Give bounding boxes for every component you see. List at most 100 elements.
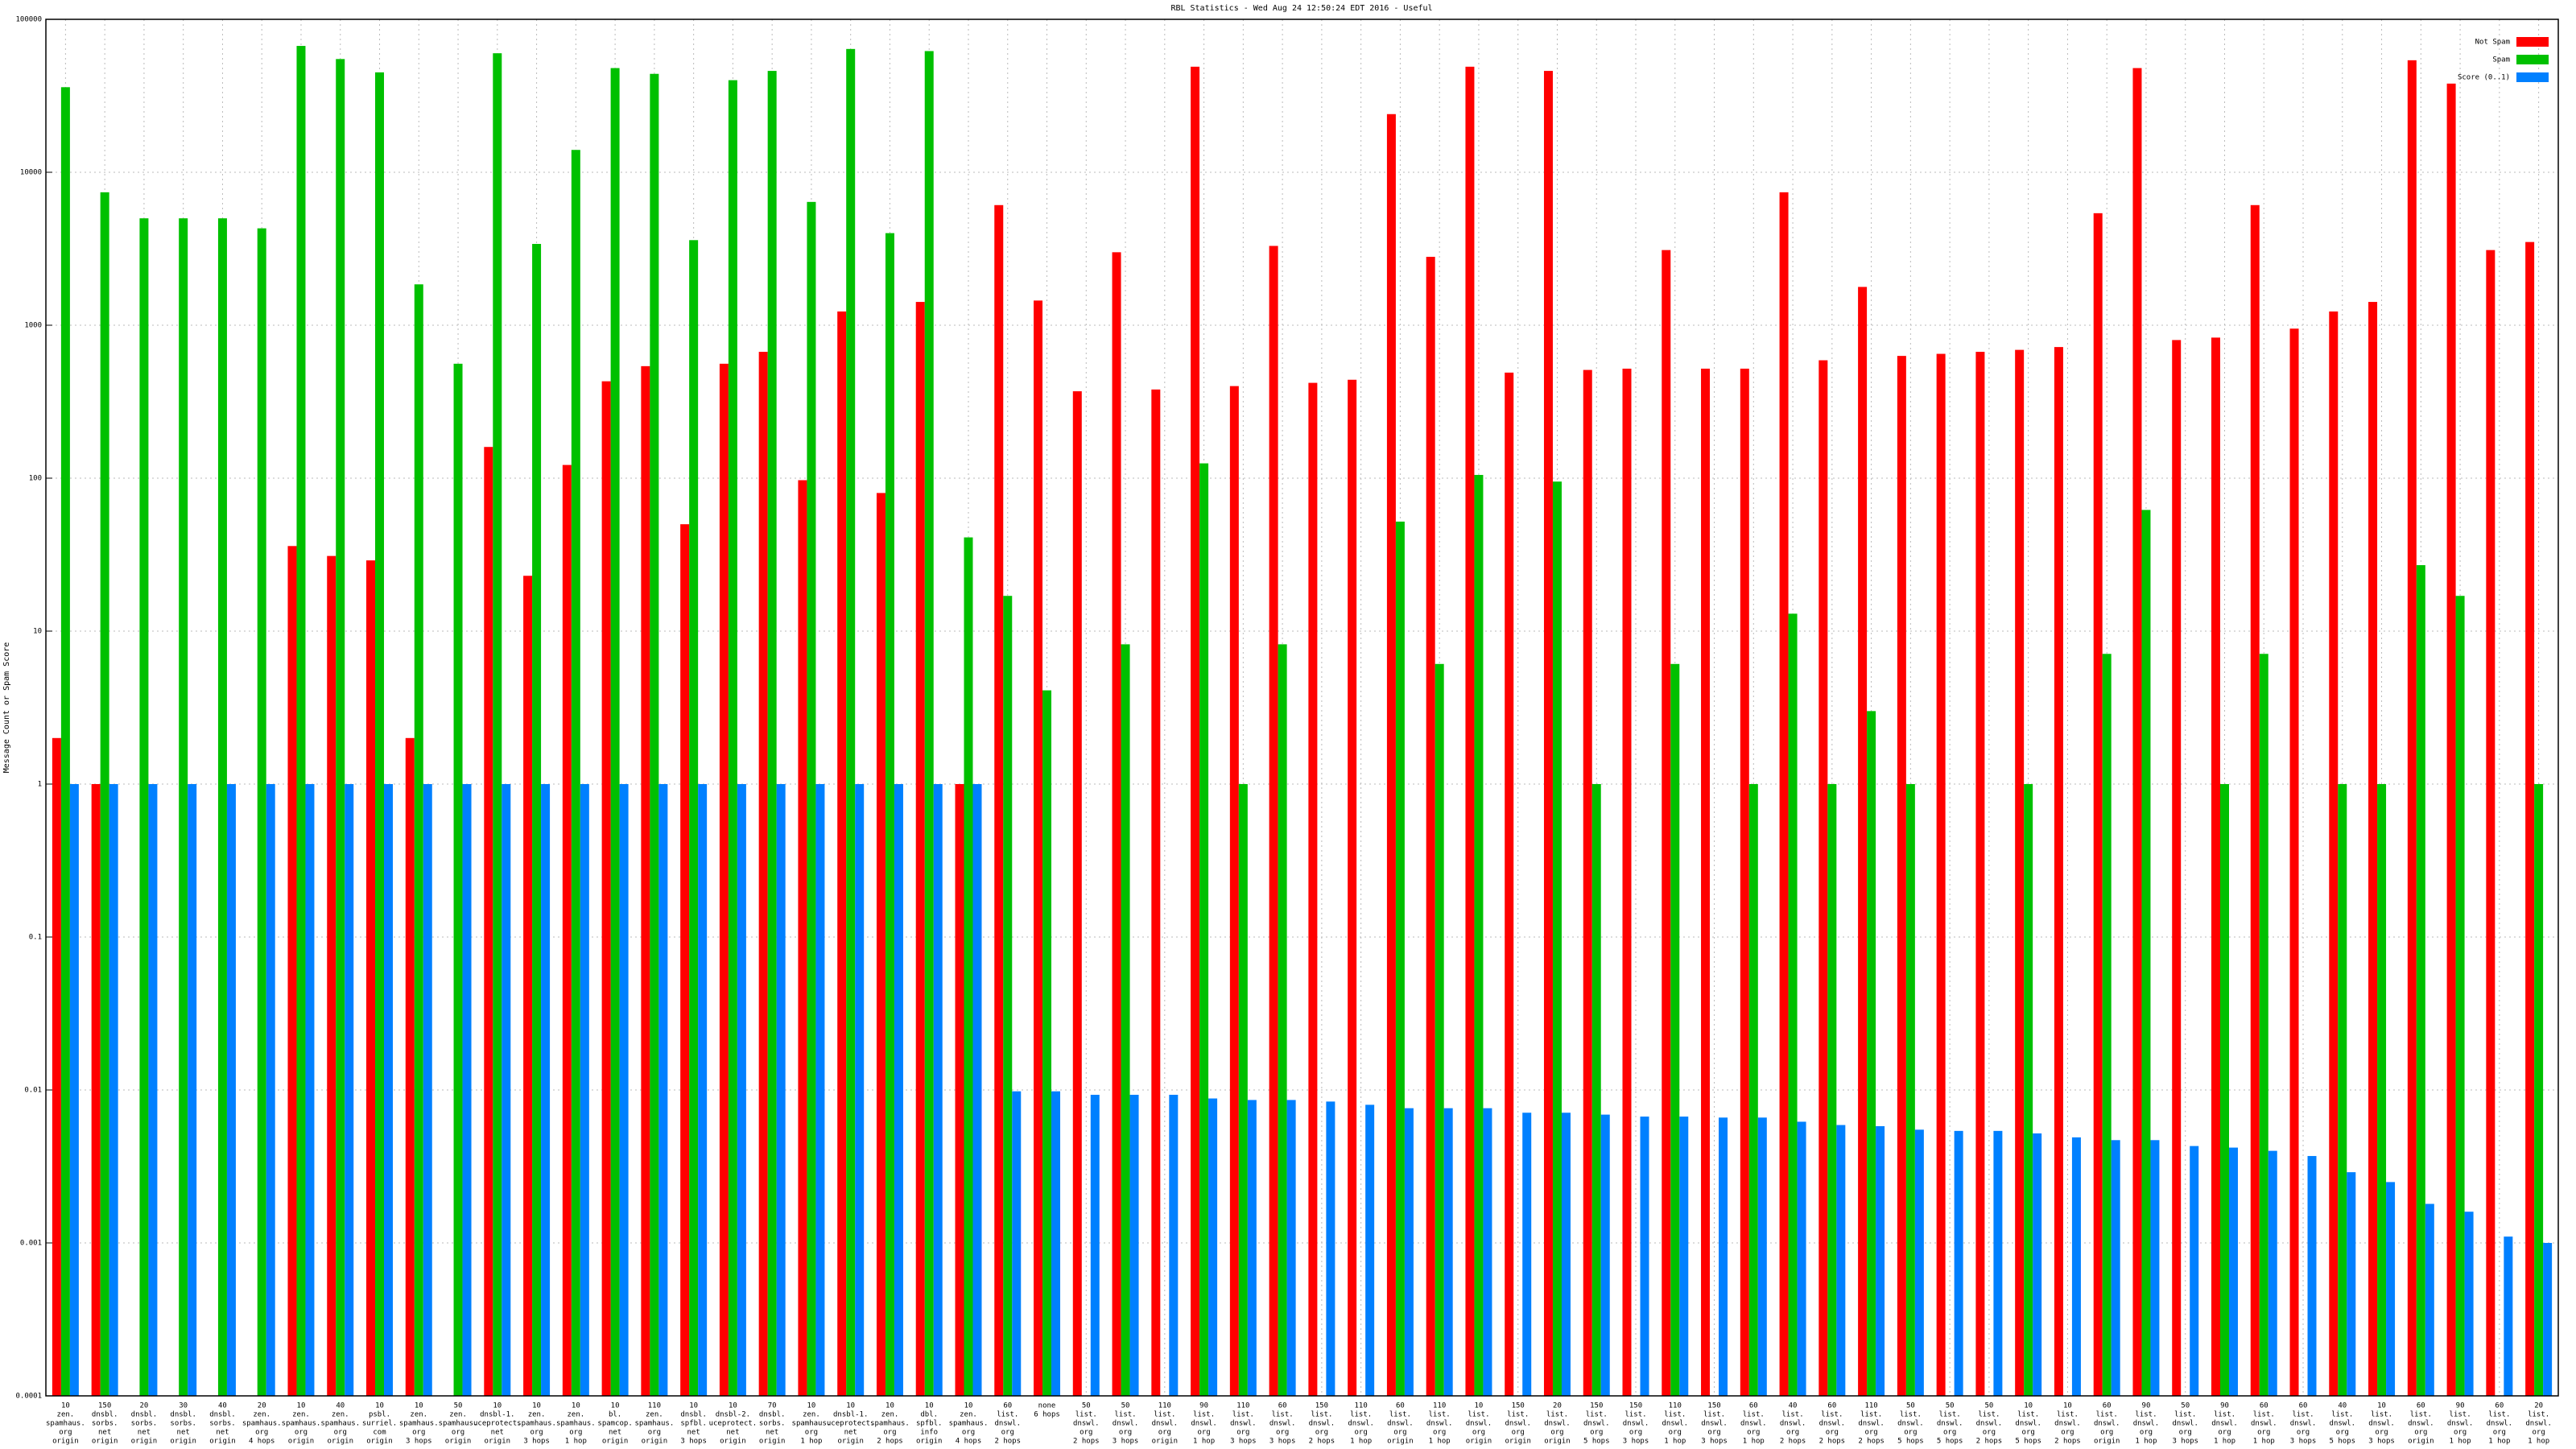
x-tick-label: dnsbl-1. [480,1411,514,1419]
x-tick-label: org [1433,1429,1446,1437]
x-tick-label: org [1236,1429,1249,1437]
x-tick-label: 60 [1278,1402,1287,1410]
bar [2172,340,2182,1397]
legend-swatch [2516,37,2549,47]
x-tick-label: org [1826,1429,1839,1437]
bar [405,737,415,1396]
x-tick-label: 3 hops [523,1438,550,1446]
x-tick-label: 4 hops [249,1438,275,1446]
x-tick-label: 6 hops [1034,1411,1060,1419]
x-tick-label: org [1355,1429,1368,1437]
bar [2259,654,2268,1396]
bar [876,493,886,1397]
bar [139,218,149,1397]
x-tick-label: 10 [532,1402,541,1410]
x-tick-label: 110 [1864,1402,1877,1410]
x-tick-label: org [2336,1429,2349,1437]
x-tick-label: list. [1272,1411,1294,1419]
bar [1247,1100,1257,1396]
bar [2228,1147,2238,1396]
bar [1719,1117,1728,1396]
x-tick-label: org [2061,1429,2074,1437]
x-tick-label: dnswl. [2408,1420,2434,1428]
bar [1748,784,1758,1396]
x-tick-label: dnsbl. [209,1411,236,1419]
x-tick-label: dnswl. [1780,1420,1806,1428]
x-tick-label: net [98,1429,111,1437]
x-tick-label: sorbs. [92,1420,118,1428]
bar [1552,481,1562,1396]
bar [719,363,729,1397]
x-tick-label: bl. [609,1411,621,1419]
x-tick-label: 1 hop [2135,1438,2157,1446]
x-tick-label: list. [1350,1411,1372,1419]
x-tick-label: dnswl. [2054,1420,2081,1428]
bar [2132,68,2142,1396]
x-tick-label: list. [1821,1411,1843,1419]
x-tick-label: org [2022,1429,2035,1437]
x-tick-label: dnsbl. [759,1411,786,1419]
x-tick-label: list. [2292,1411,2314,1419]
bar [2377,784,2387,1396]
x-tick-label: org [648,1429,661,1437]
bar [1395,521,1405,1396]
x-tick-label: uceprotect. [827,1420,875,1428]
x-tick-label: org [59,1429,72,1437]
x-tick-label: dnsbl. [92,1411,118,1419]
x-tick-label: spamhaus. [46,1420,85,1428]
x-tick-label: spamhaus. [439,1420,478,1428]
y-tick-label: 10 [33,628,42,636]
bar [532,244,542,1396]
bar [855,784,865,1396]
x-tick-label: 50 [1946,1402,1955,1410]
bar [366,560,376,1396]
x-tick-label: org [412,1429,425,1437]
x-tick-label: 60 [2260,1402,2268,1410]
x-tick-label: 3 hops [2368,1438,2395,1446]
x-tick-label: net [609,1429,621,1437]
x-tick-label: list. [1743,1411,1765,1419]
bar [2347,1172,2356,1396]
y-axis-label: Message Count or Spam Score [2,642,11,774]
x-tick-label: list. [1586,1411,1608,1419]
bar [2150,1140,2160,1396]
plot-frame [45,19,2559,1397]
bar [1622,368,1632,1396]
x-tick-label: origin [92,1438,118,1446]
x-tick-label: dnswl. [1858,1420,1885,1428]
x-tick-label: 10 [61,1402,70,1410]
x-tick-label: list. [2253,1411,2275,1419]
x-tick-label: net [844,1429,857,1437]
x-tick-label: 5 hops [2330,1438,2356,1446]
bar [2368,302,2378,1397]
x-tick-label: list. [2331,1411,2353,1419]
y-tick-label: 10000 [20,169,42,177]
bar [580,784,589,1396]
x-tick-label: 90 [1199,1402,1208,1410]
x-tick-label: 10 [886,1402,894,1410]
x-tick-label: org [255,1429,268,1437]
legend-label: Spam [2492,56,2510,64]
x-tick-label: dnswl. [2330,1420,2356,1428]
bar [1121,644,1130,1396]
x-tick-label: origin [602,1438,629,1446]
x-tick-label: list. [1664,1411,1686,1419]
x-tick-label: uceprotect. [709,1420,758,1428]
bar [2464,1212,2474,1396]
bar [296,46,306,1397]
bar [758,352,768,1396]
x-tick-label: spamhaus. [556,1420,596,1428]
x-tick-label: list. [2488,1411,2510,1419]
x-tick-label: 20 [139,1402,148,1410]
x-tick-label: dbl. [920,1411,938,1419]
x-tick-label: 60 [2103,1402,2112,1410]
bar [1308,382,1318,1396]
x-tick-label: origin [485,1438,511,1446]
x-tick-label: org [1904,1429,1917,1437]
x-tick-label: dnswl. [1466,1420,1492,1428]
x-tick-label: spamcop. [597,1420,632,1428]
x-tick-label: org [1864,1429,1877,1437]
bar [1326,1101,1335,1396]
x-tick-label: dnswl. [2447,1420,2474,1428]
